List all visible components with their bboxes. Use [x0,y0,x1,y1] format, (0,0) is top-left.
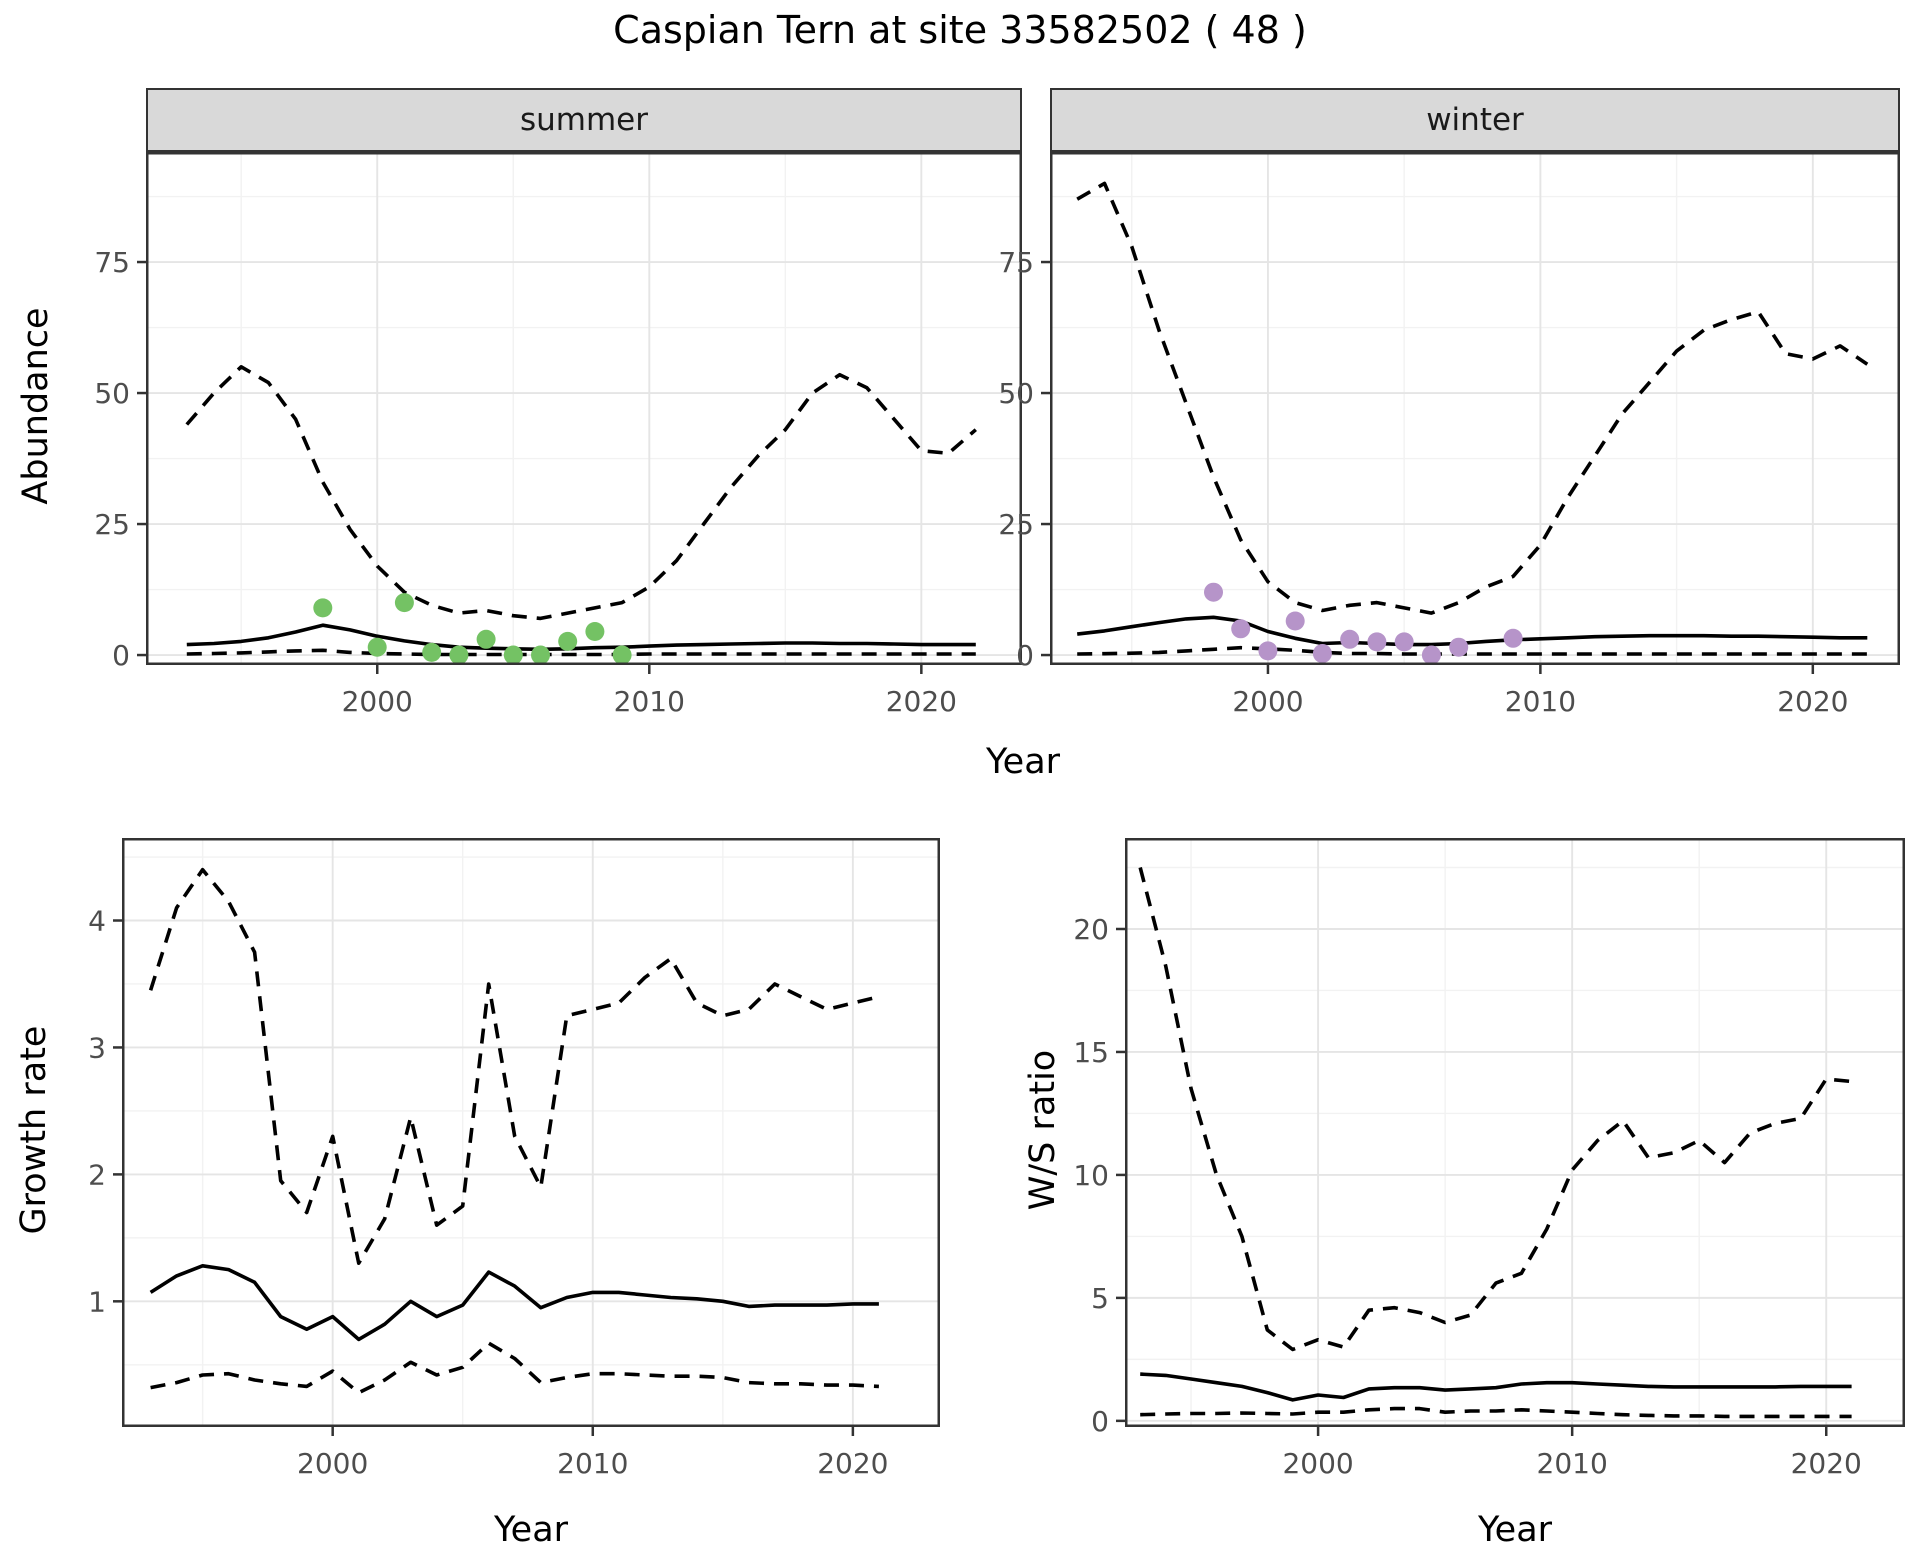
observed-winter-point [1394,632,1414,652]
observed-winter-point [1503,628,1523,648]
y-tick-label: 50 [94,377,130,410]
x-tick-label: 2000 [297,1447,368,1480]
x-tick-label: 2000 [1282,1447,1353,1480]
facet-strip-summer-label: summer [519,102,648,138]
series-lower-95ci [1077,645,1868,656]
observed-summer-point [503,645,523,665]
x-tick-label: 2010 [614,685,685,718]
ws-year-axis-title: Year [1477,1510,1553,1550]
observed-summer-point [394,593,414,613]
observed-summer-point [585,622,605,641]
y-tick-label: 75 [998,246,1034,279]
y-tick-label: 0 [1091,1405,1109,1438]
x-tick-label: 2000 [1232,685,1303,718]
observed-summer-point [476,629,496,649]
y-tick-label: 0 [112,639,130,672]
observed-winter-point [1285,611,1305,631]
series-upper-95ci [185,365,977,621]
observed-winter-point [1340,629,1360,649]
top-year-axis-title: Year [985,742,1061,782]
x-tick-label: 2010 [1537,1447,1608,1480]
y-tick-label: 75 [94,246,130,279]
observed-winter-point [1204,582,1223,602]
y-tick-label: 1 [88,1285,106,1318]
abundance-summer-plot: 2000 2010 2020 0 25 50 75 [94,152,1022,718]
y-tick-label: 5 [1091,1282,1109,1315]
x-tick-label: 2020 [1791,1447,1862,1480]
growth-rate-axis-title: Growth rate [14,1025,54,1235]
x-tick-label: 2020 [886,685,957,718]
x-tick-label: 2010 [557,1447,628,1480]
series-median [149,1263,879,1342]
observed-summer-point [367,637,387,657]
observed-winter-point [1449,637,1469,657]
plot-title: Caspian Tern at site 33582502 ( 48 ) [613,8,1307,52]
series-lower-95ci [150,1341,879,1395]
y-tick-label: 4 [88,905,106,938]
panel-border [146,152,1022,665]
x-tick-label: 2010 [1505,685,1576,718]
observed-summer-point [558,631,578,651]
series-upper-95ci [148,867,880,1266]
series-median [1076,615,1868,647]
observed-winter-point [1312,644,1332,663]
series-upper-95ci [1076,181,1869,615]
abundance-axis-title: Abundance [16,307,56,505]
observed-summer-point [531,645,550,665]
panel-border [1050,152,1900,665]
observed-winter-point [1258,641,1278,661]
growth-rate-plot: 2000 2010 2020 1 2 3 4 [88,838,940,1480]
facet-strip-winter: winter [1050,88,1900,152]
panel-border [122,838,940,1427]
series-upper-95ci [1138,867,1852,1352]
y-tick-label: 50 [998,377,1034,410]
series-median [186,623,976,652]
panel-border [1125,838,1905,1427]
y-tick-label: 25 [998,508,1034,541]
y-tick-label: 3 [88,1031,106,1064]
observed-summer-point [313,598,333,618]
series-lower-95ci [186,648,976,657]
y-tick-label: 25 [94,508,130,541]
facet-strip-winter-label: winter [1426,102,1524,138]
observed-summer-point [612,645,632,665]
observed-winter-point [1421,645,1441,665]
ws-ratio-plot: 2000 2010 2020 0 5 10 15 20 [1073,838,1905,1480]
y-tick-label: 20 [1073,913,1109,946]
series-median [1140,1372,1852,1402]
x-tick-label: 2020 [1777,685,1848,718]
y-tick-label: 15 [1073,1036,1109,1069]
y-tick-label: 10 [1073,1159,1109,1192]
growth-year-axis-title: Year [493,1510,569,1550]
ws-ratio-axis-title: W/S ratio [1023,1049,1063,1211]
observed-summer-point [422,642,442,662]
observed-summer-point [449,645,469,665]
y-tick-label: 2 [88,1158,106,1191]
y-tick-label: 0 [1016,639,1034,672]
series-lower-95ci [1140,1406,1852,1419]
x-tick-label: 2020 [817,1447,888,1480]
abundance-winter-plot: 2000 2010 2020 0 25 50 75 [998,152,1900,718]
observed-winter-point [1231,619,1251,639]
observed-winter-point [1367,632,1387,652]
x-tick-label: 2000 [342,685,413,718]
facet-strip-summer: summer [146,88,1022,152]
